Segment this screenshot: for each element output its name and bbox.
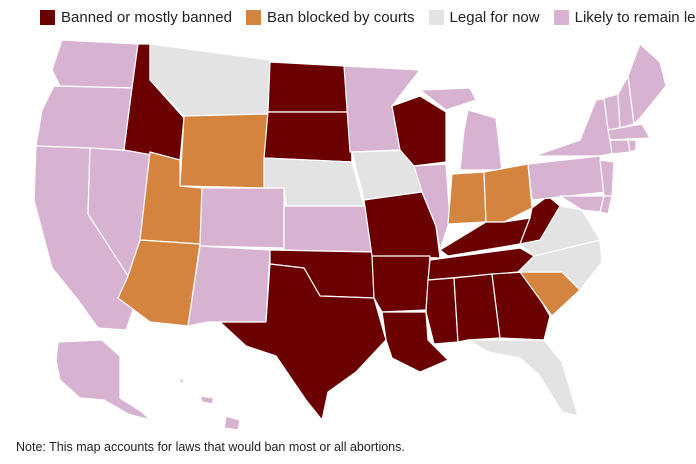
- state-michigan-upper: [419, 87, 477, 111]
- state-arkansas: [371, 255, 431, 313]
- state-connecticut: [609, 139, 631, 155]
- us-states-map: [33, 39, 667, 431]
- state-alabama: [453, 273, 501, 343]
- legend-swatch-banned: [40, 9, 55, 25]
- state-indiana: [447, 171, 487, 225]
- state-alaska: [55, 339, 151, 421]
- state-kansas: [283, 205, 373, 253]
- state-ohio: [483, 163, 533, 223]
- legend-label-legal-now: Legal for now: [449, 8, 540, 26]
- state-louisiana: [381, 311, 449, 373]
- legend-item-legal-now: Legal for now: [428, 8, 540, 26]
- state-delaware: [599, 195, 613, 215]
- state-mississippi: [425, 277, 459, 345]
- state-colorado: [199, 187, 285, 249]
- state-massachusetts: [607, 123, 651, 141]
- state-missouri: [363, 191, 441, 259]
- legend-swatch-blocked: [245, 9, 261, 25]
- state-oregon: [35, 85, 133, 151]
- legend-label-likely-legal: Likely to remain legal: [574, 8, 696, 26]
- state-west-virginia: [519, 195, 561, 245]
- legend-swatch-likely-legal: [553, 9, 569, 25]
- map-legend: Banned or mostly banned Ban blocked by c…: [40, 6, 696, 28]
- legend-swatch-legal-now: [428, 9, 444, 25]
- state-rhode-island: [627, 139, 637, 153]
- state-maine: [627, 43, 667, 125]
- legend-item-likely-legal: Likely to remain legal: [553, 8, 696, 26]
- legend-label-blocked: Ban blocked by courts: [266, 8, 415, 26]
- state-florida: [467, 339, 579, 417]
- state-michigan: [459, 109, 503, 171]
- state-texas: [219, 263, 387, 421]
- state-washington: [51, 39, 139, 89]
- state-wyoming: [179, 113, 269, 189]
- legend-item-blocked: Ban blocked by courts: [245, 8, 415, 26]
- legend-item-banned: Banned or mostly banned: [40, 9, 232, 26]
- state-hawaii: [177, 377, 241, 431]
- map-note: Note: This map accounts for laws that wo…: [16, 440, 405, 454]
- state-new-mexico: [187, 245, 271, 327]
- state-pennsylvania: [527, 155, 607, 201]
- state-arizona: [117, 239, 201, 327]
- state-north-dakota: [267, 61, 351, 113]
- legend-label-banned: Banned or mostly banned: [61, 8, 232, 26]
- state-wisconsin: [391, 95, 447, 167]
- state-south-dakota: [263, 111, 353, 163]
